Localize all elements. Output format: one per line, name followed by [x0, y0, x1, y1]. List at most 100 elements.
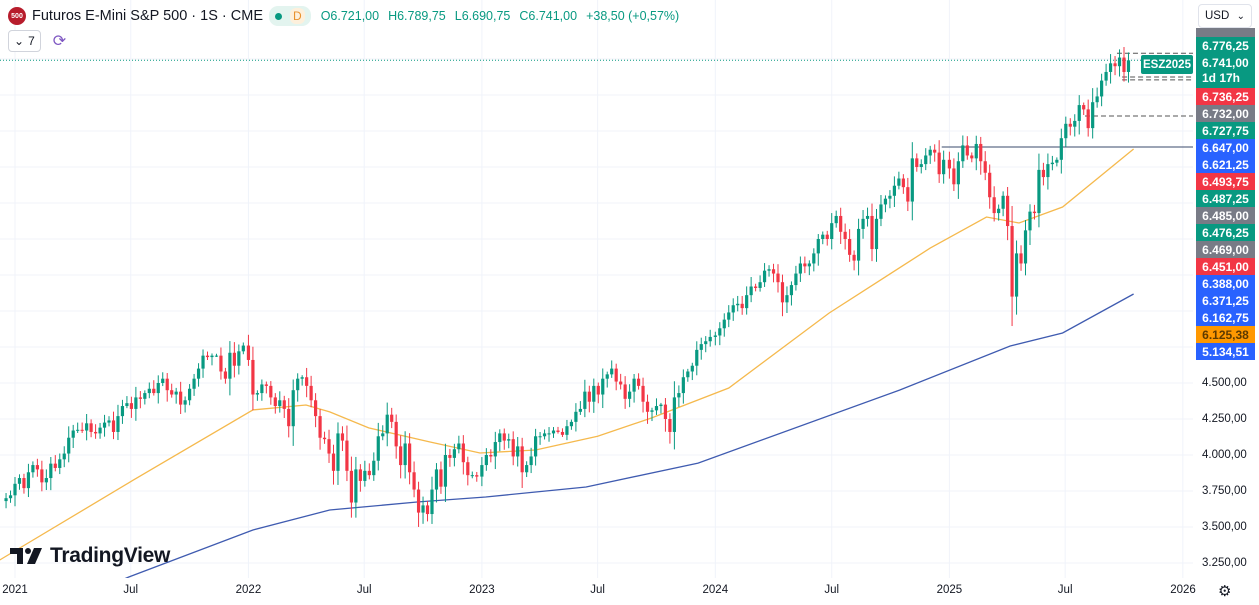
candle: [412, 461, 416, 498]
candle-body: [843, 231, 847, 239]
candle-body: [542, 433, 547, 437]
candle-body: [71, 430, 75, 438]
candle: [385, 402, 389, 447]
price-label-value: 6.736,25: [1202, 89, 1249, 104]
currency-select[interactable]: USD ⌄: [1198, 4, 1252, 28]
gear-icon[interactable]: ⚙: [1218, 583, 1232, 600]
candle-body: [538, 436, 542, 438]
candle-body: [681, 377, 685, 394]
candle: [879, 195, 883, 227]
price-label: 6.487,25: [1196, 190, 1255, 207]
price-label: 6.469,00: [1196, 241, 1255, 258]
price-chart[interactable]: [0, 0, 1193, 578]
price-label: 6.776,25: [1196, 37, 1255, 54]
candle-body: [434, 469, 439, 490]
price-label: 6.621,25: [1196, 156, 1255, 173]
candle: [816, 234, 820, 266]
candle: [852, 250, 856, 271]
candle-body: [480, 465, 484, 477]
candle: [1104, 63, 1108, 86]
candle-body: [560, 431, 565, 435]
candle: [143, 390, 147, 405]
candle: [457, 435, 461, 454]
candle: [596, 382, 600, 404]
candle: [933, 144, 937, 162]
price-label-clipped: [1196, 28, 1255, 37]
candle-body: [970, 155, 974, 159]
candle: [179, 381, 183, 414]
candle: [677, 385, 681, 407]
candle-body: [44, 478, 48, 483]
candle-body: [645, 401, 650, 412]
candle: [349, 456, 354, 518]
time-axis-tick: 2025: [936, 584, 963, 596]
candle: [807, 260, 811, 276]
candle: [736, 295, 740, 312]
candle-body: [1023, 230, 1028, 264]
candle-body: [322, 437, 327, 440]
candle: [654, 398, 659, 415]
sync-icon[interactable]: ⟳: [52, 33, 67, 50]
candle-body: [1064, 123, 1068, 139]
indicators-toggle-button[interactable]: ⌄ 7: [8, 30, 41, 52]
candle: [1055, 157, 1059, 167]
candle-body: [493, 442, 497, 457]
candle: [722, 313, 726, 337]
candle: [58, 453, 62, 475]
candle-body: [143, 393, 147, 399]
candle: [49, 456, 53, 491]
candle: [152, 380, 156, 396]
candle: [443, 443, 448, 503]
candle: [856, 218, 861, 276]
candle-body: [287, 408, 291, 427]
candle: [376, 422, 380, 471]
candle: [1100, 73, 1104, 107]
candle-body: [1050, 162, 1054, 165]
candle-body: [1082, 105, 1086, 110]
candle: [848, 229, 852, 262]
candle-body: [1059, 138, 1063, 160]
candle-body: [663, 404, 668, 419]
candle-body: [965, 145, 969, 156]
candle: [76, 422, 80, 434]
candle-body: [956, 161, 960, 185]
price-label-value: 5.134,51: [1202, 344, 1249, 359]
candle: [318, 409, 322, 450]
candle-body: [569, 421, 574, 427]
candle: [645, 394, 650, 424]
change-value: +38,50 (+0,57%): [586, 9, 680, 23]
market-status[interactable]: D: [269, 6, 311, 26]
candle: [767, 265, 771, 277]
candle: [924, 148, 928, 171]
candle-body: [241, 345, 245, 352]
price-label: 6.732,00: [1196, 105, 1255, 122]
indicators-count: 7: [28, 34, 35, 48]
candle: [107, 416, 111, 427]
price-label: 6.125,38: [1196, 326, 1255, 343]
candle-body: [430, 489, 434, 515]
candle: [1023, 220, 1028, 276]
high-value: H6.789,75: [388, 9, 446, 23]
candle-body: [677, 393, 681, 398]
time-axis-tick: Jul: [1057, 584, 1073, 596]
candle: [484, 448, 488, 471]
candle-body: [525, 465, 529, 473]
candle: [1001, 191, 1005, 217]
candle: [89, 419, 93, 438]
candle-body: [731, 305, 735, 313]
candle-body: [107, 420, 111, 423]
candle: [534, 428, 538, 466]
candle-body: [556, 430, 560, 432]
candle-body: [736, 303, 740, 306]
candle-body: [807, 263, 811, 267]
candle-body: [771, 269, 776, 274]
candle: [937, 140, 941, 183]
candle: [1108, 54, 1113, 84]
grid: [0, 0, 1193, 578]
symbol-title[interactable]: Futuros E-Mini S&P 500 · 1S · CME: [32, 8, 264, 24]
candle-body: [520, 446, 524, 473]
candle: [947, 151, 951, 179]
candle: [452, 443, 456, 467]
candle: [997, 204, 1001, 221]
candle-body: [331, 453, 336, 471]
